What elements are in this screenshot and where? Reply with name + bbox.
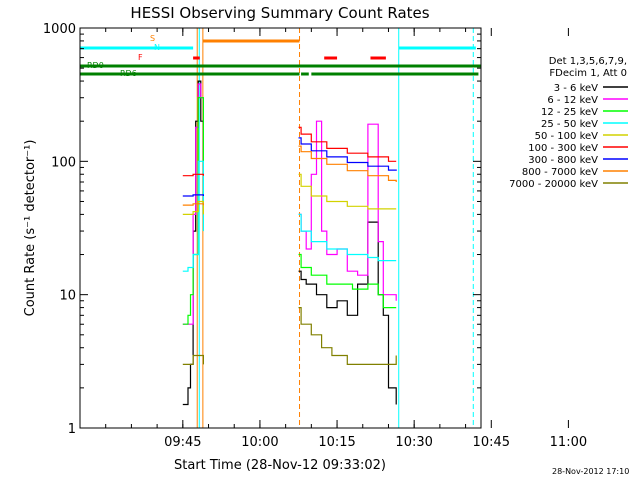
- x-tick-label-5: 11:00: [550, 435, 587, 450]
- series-line-0-seg-0: [182, 80, 204, 406]
- series-line-7-seg-1: [298, 145, 397, 182]
- flag-label-rd6: RD6: [120, 69, 137, 78]
- series-line-6-seg-0: [182, 194, 204, 197]
- series-line-1-seg-1: [298, 120, 397, 301]
- series-line-3-seg-1: [298, 213, 397, 262]
- plot-frame: [79, 27, 482, 429]
- y-axis-label: Count Rate (s⁻¹ detector⁻¹): [23, 140, 38, 317]
- legend-label-3: 25 - 50 keV: [541, 119, 598, 130]
- legend-label-5: 100 - 300 keV: [528, 143, 598, 154]
- flag-label-s: S: [150, 34, 155, 43]
- axes: 1 10 100 1000 09:45 10:00 10:15 10:30 10:45 11:00: [43, 22, 587, 450]
- legend-label-2: 12 - 25 keV: [541, 107, 598, 118]
- x-tick-label-2: 10:15: [318, 435, 355, 450]
- series-lines: [182, 80, 397, 406]
- footer-timestamp: 28-Nov-2012 17:10: [552, 467, 629, 476]
- series-line-0-seg-1: [298, 221, 397, 405]
- legend-header-0: Det 1,3,5,6,7,9,: [549, 56, 627, 67]
- y-tick-label-1: 10: [59, 289, 76, 304]
- legend-label-6: 300 - 800 keV: [528, 155, 598, 166]
- vertical-markers: [196, 28, 474, 428]
- legend-label-4: 50 - 100 keV: [535, 131, 599, 142]
- series-line-8-seg-0: [182, 354, 204, 365]
- flag-label-f: F: [138, 53, 143, 62]
- x-tick-label-0: 09:45: [164, 435, 201, 450]
- y-tick-label-3: 1000: [43, 22, 76, 37]
- legend-label-8: 7000 - 20000 keV: [509, 179, 598, 190]
- series-line-3-seg-0: [182, 160, 204, 272]
- y-tick-label-2: 100: [51, 155, 76, 170]
- series-line-8-seg-1: [298, 307, 397, 365]
- flag-label-n: N: [154, 43, 160, 52]
- y-axis-label-group: Count Rate (s⁻¹ detector⁻¹): [23, 140, 38, 317]
- series-line-5-seg-0: [182, 173, 204, 177]
- x-tick-label-3: 10:30: [395, 435, 432, 450]
- y-tick-label-0: 1: [68, 422, 76, 437]
- legend-header-1: FDecim 1, Att 0: [549, 68, 627, 79]
- x-axis-label: Start Time (28-Nov-12 09:33:02): [174, 458, 386, 473]
- legend-label-0: 3 - 6 keV: [554, 83, 598, 94]
- series-line-4-seg-0: [182, 200, 204, 215]
- legend: Det 1,3,5,6,7,9,FDecim 1, Att 0 3 - 6 keV…: [509, 56, 628, 190]
- x-tick-label-4: 10:45: [473, 435, 510, 450]
- chart-title: HESSI Observing Summary Count Rates: [130, 4, 429, 22]
- series-line-7-seg-0: [182, 203, 204, 206]
- series-line-6-seg-1: [298, 137, 397, 171]
- flag-label-rd0: RD0: [87, 61, 104, 70]
- series-line-2-seg-0: [182, 97, 204, 325]
- series-line-4-seg-1: [298, 173, 397, 210]
- legend-label-1: 6 - 12 keV: [547, 95, 598, 106]
- x-tick-label-1: 10:00: [241, 435, 278, 450]
- legend-label-7: 800 - 7000 keV: [522, 167, 598, 178]
- series-line-5-seg-1: [298, 126, 397, 162]
- series-line-2-seg-1: [298, 253, 397, 309]
